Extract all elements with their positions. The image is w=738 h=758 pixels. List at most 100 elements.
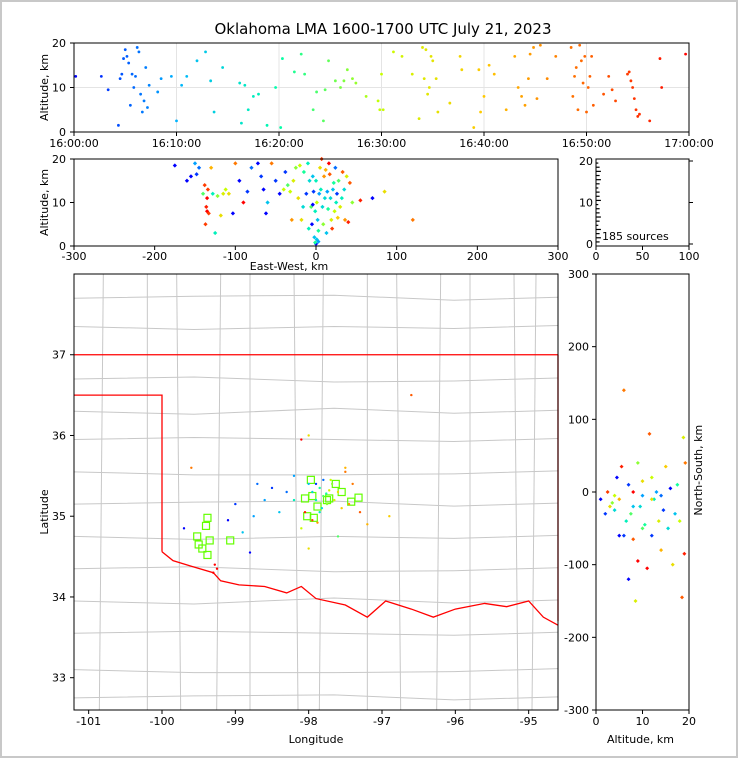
ew-altitude-source [336,178,341,183]
time-altitude-source [240,121,243,125]
time-altitude-source [246,108,250,112]
time-altitude-source [569,46,573,49]
time-altitude-source [400,54,404,58]
time-altitude-source [169,74,173,78]
ew-tick-label: 300 [548,250,569,263]
plan-view-source [292,474,296,478]
time-altitude-source [147,83,151,87]
county-boundary [73,437,559,443]
county-boundary [73,694,559,701]
alt-ns-source [598,497,603,502]
ew-altitude-source [324,230,329,236]
county-boundary [216,273,222,711]
plan-view-source [314,498,318,502]
time-altitude-source [554,54,558,58]
ew-altitude-source [330,187,336,192]
time-altitude-source [185,74,189,78]
alt-ns-source [649,497,654,502]
ew-altitude-source [213,230,218,236]
ew-panel-ylabel: Altitude, km [38,169,51,236]
time-altitude-source [448,101,452,105]
plan-view-source [336,490,340,494]
ew-altitude-source [339,196,344,201]
time-altitude-source [660,86,664,89]
ew-altitude-source [317,165,323,170]
time-altitude-source [545,77,549,80]
plan-view-source [336,535,340,538]
time-altitude-source [492,72,496,76]
ew-altitude-source [347,180,353,186]
ew-altitude-source [283,169,288,175]
ew-altitude-source [342,217,348,223]
lma-station-marker [303,512,312,521]
ew-altitude-source [321,222,326,227]
county-boundary [436,273,442,711]
alt-ns-source [621,533,626,538]
time-altitude-source [209,79,213,83]
ns-tick-label: -200 [564,631,589,644]
time-altitude-source [532,46,535,49]
time-altitude-source [634,108,638,112]
ew-altitude-source [326,161,332,166]
time-altitude-source [122,57,125,60]
ew-altitude-source [332,209,337,214]
ew-altitude-source [200,191,206,196]
time-tick-label: 16:40:00 [459,137,508,150]
time-altitude-source [638,112,641,116]
ew-altitude-source [196,165,202,170]
lma-station-marker [203,550,212,560]
ew-altitude-source [313,240,318,245]
lma-station-marker [309,513,318,522]
plan-view-source [314,482,318,486]
time-altitude-source [156,90,160,94]
plan-view-source [241,531,244,534]
time-altitude-source [436,110,440,114]
time-altitude-source [627,70,631,74]
time-altitude-source [590,54,594,58]
ew-altitude-source [329,217,334,223]
alt-ns-source [666,526,671,531]
time-altitude-source [504,108,508,112]
county-boundary [73,668,559,674]
ns-tick-label: 0 [582,486,589,499]
time-altitude-source [538,43,542,47]
ew-altitude-panel: -300 -200 -100 0 100 200 300 0 10 20 East-West, km… [38,153,569,273]
alt-ns-source [677,519,682,524]
alt-ns-source [683,460,688,465]
ew-tick-label: 200 [467,250,488,263]
time-altitude-source [516,86,520,89]
ew-altitude-source [313,209,318,214]
time-altitude-source [327,59,330,63]
alt-ns-source [635,460,640,465]
ew-altitude-source [289,217,294,223]
time-altitude-source [571,95,575,98]
plan-view-source [347,502,351,506]
ew-altitude-source [269,161,274,166]
county-boundary [98,273,104,711]
time-altitude-source [583,54,587,58]
ew-altitude-source [304,191,309,196]
alt-tick-label: 10 [52,82,66,95]
time-altitude-source [586,86,590,89]
ew-altitude-source [172,163,177,168]
ew-tick-label: -200 [142,250,167,263]
time-altitude-source [125,54,129,58]
alt-ns-source [628,511,633,516]
lma-station-marker [193,532,202,541]
ew-altitude-source [263,211,269,216]
time-tick-label: 16:20:00 [254,137,303,150]
lon-tick-label: -98 [300,715,318,728]
alt-tick-label: 0 [59,126,66,139]
alt-ns-source [626,482,631,487]
ew-alt-tick-label: 0 [59,240,66,253]
alt-ns-source [631,537,636,542]
alt-ns-source [673,511,678,516]
county-boundary [396,273,402,711]
ew-altitude-source [312,235,317,240]
alt-ns-source [603,511,608,516]
ew-alt-tick-label: 20 [52,153,66,166]
lma-station-marker [331,479,340,489]
time-altitude-source [117,123,120,127]
time-altitude-source [135,46,139,49]
